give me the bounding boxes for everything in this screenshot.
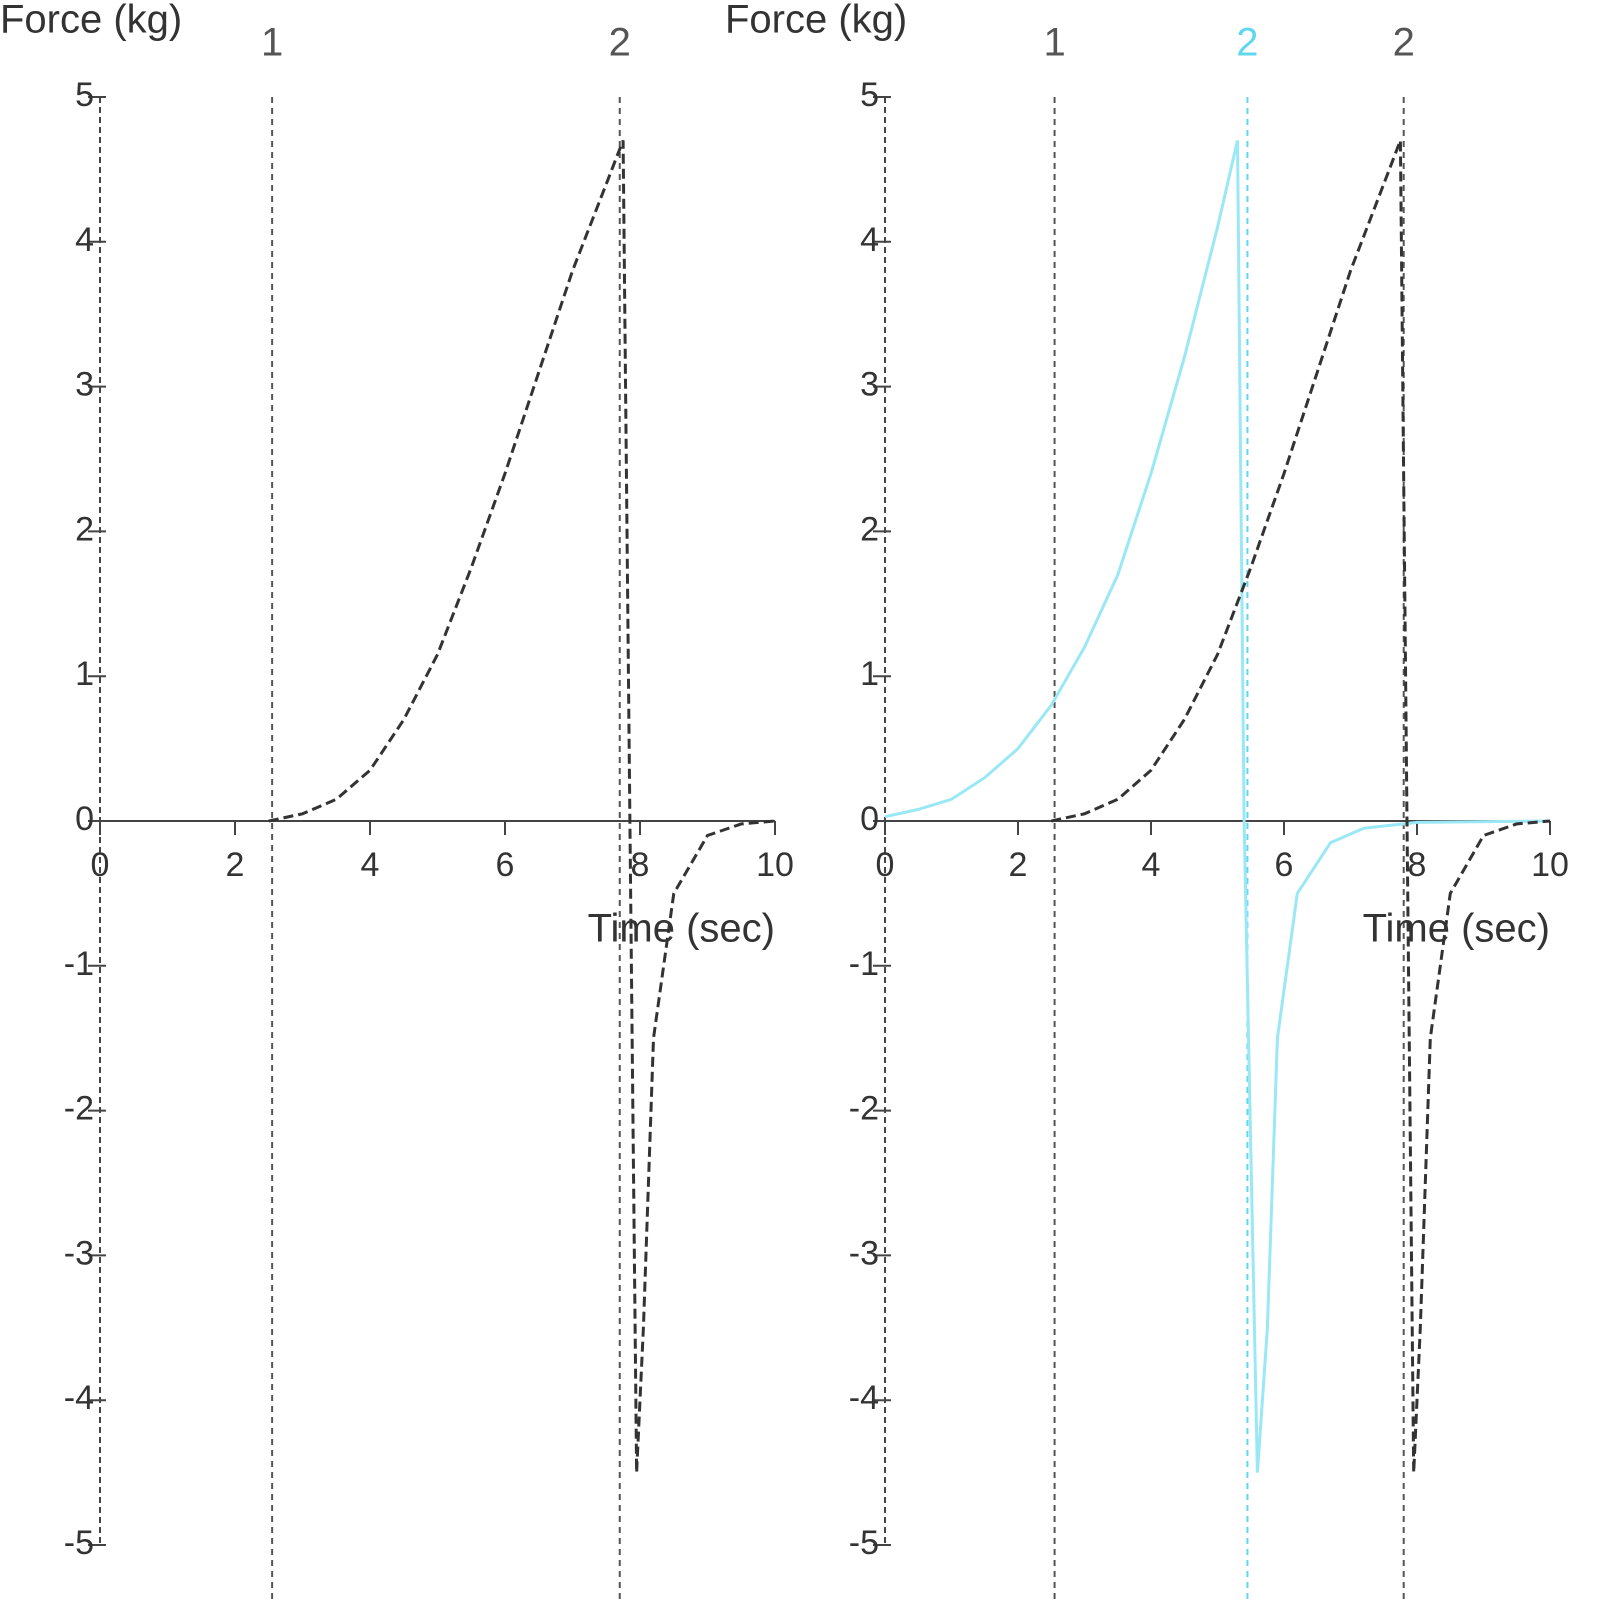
- x-tick-label: 10: [1531, 846, 1569, 884]
- y-tick-label: -2: [849, 1090, 879, 1128]
- marker-label: 2: [1236, 21, 1258, 65]
- y-tick-label: 1: [860, 655, 879, 693]
- y-tick-label: -2: [64, 1090, 94, 1128]
- y-tick-label: -4: [64, 1379, 94, 1417]
- x-tick-label: 8: [1408, 846, 1427, 884]
- y-tick-label: 4: [75, 221, 94, 259]
- y-tick-label: -1: [849, 945, 879, 983]
- x-tick-label: 0: [91, 846, 110, 884]
- y-tick-label: -4: [849, 1379, 879, 1417]
- marker-label: 1: [261, 21, 283, 65]
- x-tick-label: 0: [876, 846, 895, 884]
- y-tick-label: 4: [860, 221, 879, 259]
- x-tick-label: 4: [361, 846, 380, 884]
- y-tick-label: -5: [849, 1524, 879, 1562]
- marker-label: 2: [1393, 21, 1415, 65]
- series-line: [884, 140, 1551, 1473]
- y-tick-label: 1: [75, 655, 94, 693]
- series-line: [268, 139, 776, 1473]
- y-tick-label: 2: [860, 510, 879, 548]
- x-axis-label: Time (sec): [588, 907, 775, 951]
- y-axis-label: Force (kg): [0, 0, 182, 42]
- y-tick-label: 5: [75, 76, 94, 114]
- y-tick-label: -1: [64, 945, 94, 983]
- y-tick-label: 3: [75, 366, 94, 404]
- x-tick-label: 6: [496, 846, 515, 884]
- x-tick-label: 10: [756, 846, 794, 884]
- y-tick-label: 2: [75, 510, 94, 548]
- y-tick-label: -3: [849, 1234, 879, 1272]
- x-tick-label: 2: [226, 846, 245, 884]
- y-tick-label: 0: [860, 800, 879, 838]
- y-tick-label: 0: [75, 800, 94, 838]
- y-axis-label: Force (kg): [725, 0, 907, 42]
- y-tick-label: -5: [64, 1524, 94, 1562]
- x-axis-label: Time (sec): [1363, 907, 1550, 951]
- y-tick-label: 3: [860, 366, 879, 404]
- x-tick-label: 2: [1009, 846, 1028, 884]
- marker-label: 2: [609, 21, 631, 65]
- x-tick-label: 6: [1275, 846, 1294, 884]
- x-tick-label: 8: [631, 846, 650, 884]
- x-tick-label: 4: [1142, 846, 1161, 884]
- y-tick-label: -3: [64, 1234, 94, 1272]
- series-line: [1050, 139, 1551, 1473]
- y-tick-label: 5: [860, 76, 879, 114]
- marker-label: 1: [1043, 21, 1065, 65]
